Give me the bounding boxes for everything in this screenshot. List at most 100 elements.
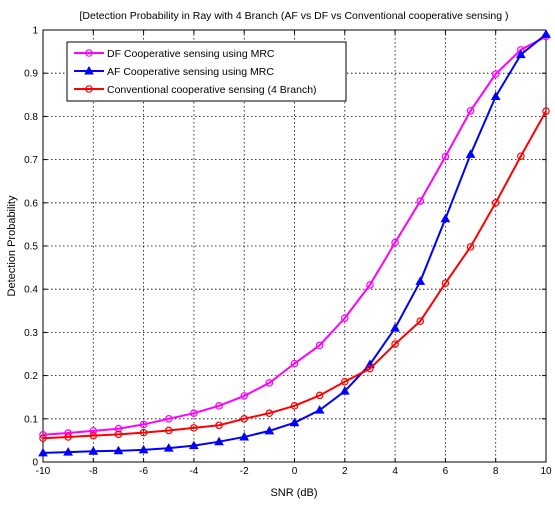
x-tick-label: -6 <box>139 466 148 477</box>
data-point <box>542 107 550 116</box>
legend-box <box>66 41 347 102</box>
data-point <box>416 197 425 205</box>
legend-entry-1: DF Cooperative sensing using MRC <box>74 48 275 60</box>
y-tick-label: 0.7 <box>24 155 38 166</box>
data-point <box>139 428 148 437</box>
data-point <box>215 421 223 430</box>
x-axis-label: SNR (dB) <box>270 487 317 499</box>
data-point <box>114 430 123 439</box>
legend-label: AF Cooperative sensing using MRC <box>107 66 274 78</box>
data-point <box>265 379 274 387</box>
data-point <box>215 402 223 410</box>
data-point <box>39 434 47 443</box>
data-point <box>113 445 124 455</box>
data-point <box>391 238 399 247</box>
data-point <box>88 446 99 455</box>
data-point <box>490 91 501 101</box>
legend-marker <box>85 85 93 93</box>
data-point <box>190 409 198 417</box>
y-tick-label: 0.2 <box>24 371 38 382</box>
data-point <box>441 152 450 161</box>
y-axis-label: Detection Probability <box>6 195 18 296</box>
data-point <box>340 314 349 322</box>
x-tick-label: 2 <box>342 466 348 477</box>
data-point <box>466 243 475 251</box>
data-point <box>466 106 475 115</box>
data-point <box>264 425 275 435</box>
data-point <box>64 433 72 441</box>
data-point <box>239 431 250 441</box>
chart-legend: DF Cooperative sensing using MRC AF Coope… <box>66 41 347 102</box>
data-point <box>465 149 476 158</box>
data-point <box>139 420 148 429</box>
x-tick-label: -2 <box>240 466 249 477</box>
data-point <box>190 424 198 432</box>
data-point <box>517 152 525 160</box>
data-point <box>340 377 349 386</box>
legend-label: DF Cooperative sensing using MRC <box>107 48 275 60</box>
x-tick-label: 10 <box>540 466 552 477</box>
data-point <box>314 405 325 414</box>
data-point <box>164 426 173 435</box>
y-tick-label: 0.3 <box>24 328 38 339</box>
data-point <box>138 444 149 454</box>
data-point <box>89 431 98 440</box>
data-point <box>366 364 374 373</box>
data-point <box>315 341 324 350</box>
legend-marker <box>85 49 93 57</box>
data-point <box>163 443 174 452</box>
x-tick-label: -10 <box>36 466 51 477</box>
data-point <box>189 440 199 450</box>
data-point <box>441 279 450 287</box>
data-point <box>541 29 551 38</box>
legend-label: Conventional cooperative sensing (4 Bran… <box>107 84 317 96</box>
chart-series <box>38 29 551 457</box>
data-point <box>491 199 500 207</box>
x-tick-label: 0 <box>292 466 298 477</box>
data-point <box>240 392 249 400</box>
series-line <box>42 110 547 440</box>
data-point <box>290 359 299 368</box>
data-point <box>164 414 173 423</box>
y-tick-label: 0.1 <box>24 414 38 425</box>
data-point <box>415 276 426 285</box>
data-point <box>289 417 300 427</box>
series-line <box>42 35 547 436</box>
data-point <box>440 213 451 223</box>
data-point <box>366 281 374 289</box>
chart-title: [Detection Probability in Ray with 4 Bra… <box>80 10 509 22</box>
data-point <box>416 317 425 325</box>
data-point <box>290 402 299 410</box>
chart-grid <box>43 30 546 462</box>
data-point <box>491 70 500 78</box>
data-point <box>339 386 350 395</box>
data-point <box>390 323 400 332</box>
data-point <box>89 427 98 435</box>
legend-entry-3: Conventional cooperative sensing (4 Bran… <box>74 84 317 96</box>
data-point <box>515 49 526 59</box>
y-tick-label: 0.6 <box>24 198 38 209</box>
legend-marker <box>84 65 94 75</box>
data-point <box>315 391 324 400</box>
axis-ticks: -10 -8 -6 -4 -2 0 2 4 6 8 10 0 0.1 0.2 0.3 0.4 0.5 0.6 0.7… <box>24 26 552 478</box>
legend-entry-2: AF Cooperative sensing using MRC <box>74 65 274 78</box>
y-tick-label: 1 <box>32 26 38 37</box>
x-tick-label: 6 <box>443 466 449 477</box>
data-point <box>265 409 274 417</box>
y-tick-label: 0.8 <box>24 112 38 123</box>
data-point <box>240 414 249 423</box>
y-tick-label: 0.4 <box>24 285 38 296</box>
data-point <box>63 447 74 456</box>
y-tick-label: 0.9 <box>24 69 38 80</box>
y-tick-label: 0 <box>32 458 38 469</box>
data-point <box>391 340 399 348</box>
data-point <box>114 424 123 433</box>
y-tick-label: 0.5 <box>24 242 38 253</box>
x-tick-label: 8 <box>493 466 499 477</box>
x-tick-label: -8 <box>89 466 98 477</box>
x-tick-label: -4 <box>189 466 198 477</box>
series-3 <box>39 107 550 443</box>
data-point <box>214 436 224 446</box>
data-point <box>38 447 48 457</box>
